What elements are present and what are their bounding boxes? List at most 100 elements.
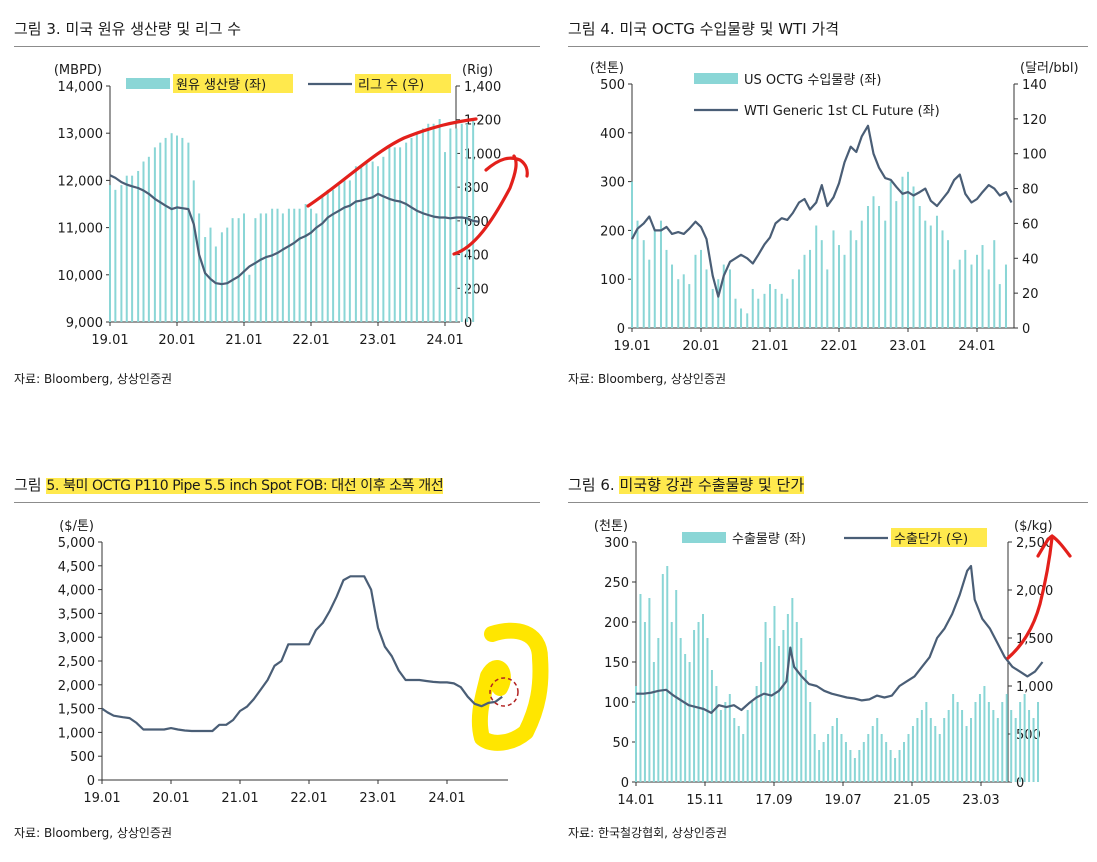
y-tick-label-right: 80 xyxy=(1022,183,1039,198)
bar xyxy=(449,128,452,322)
bar xyxy=(147,156,150,322)
y-tick-label-right: 2,000 xyxy=(1016,584,1053,599)
bar xyxy=(981,245,984,328)
bar xyxy=(964,249,967,328)
x-tick-label: 21.01 xyxy=(221,791,258,806)
bar xyxy=(813,734,816,782)
y-tick-label-left: 1,500 xyxy=(58,703,95,718)
bar xyxy=(947,710,950,782)
bar xyxy=(220,232,223,322)
bar xyxy=(271,208,274,322)
bar xyxy=(237,218,240,322)
bar xyxy=(970,264,973,328)
annotation-yellow-mark xyxy=(471,622,549,751)
figure-title: 미국향 강관 수출물량 및 단가 xyxy=(619,476,805,494)
bar xyxy=(885,742,888,782)
y-tick-label-right: 1,400 xyxy=(464,80,501,95)
bar xyxy=(782,630,785,782)
bar xyxy=(746,710,749,782)
bar xyxy=(935,215,938,328)
y-tick-label-left: 3,000 xyxy=(58,631,95,646)
bar xyxy=(310,208,312,322)
y-tick-label-left: 100 xyxy=(600,273,625,288)
bar xyxy=(1001,702,1004,782)
bar xyxy=(791,279,794,328)
bar xyxy=(844,742,847,782)
bar xyxy=(889,181,892,328)
source-note: 자료: 한국철강협회, 상상인증권 xyxy=(568,826,728,840)
bar xyxy=(728,694,731,782)
bar xyxy=(204,237,207,322)
panel-crude-production: 그림 3. 미국 원유 생산량 및 리그 수 14,000 13,000 12,00… xyxy=(14,16,540,396)
y-tick-label-left: 500 xyxy=(70,750,95,765)
figure-number: 그림 6. xyxy=(568,476,615,494)
bar xyxy=(377,166,379,322)
annotation-red-arrow xyxy=(1006,534,1072,660)
bar xyxy=(226,227,229,322)
y-tick-label-left: 14,000 xyxy=(58,80,104,95)
x-tick-label: 22.01 xyxy=(820,339,857,354)
x-tick-label: 23.03 xyxy=(962,793,999,808)
chart-crude-rig: 14,000 13,000 12,000 11,000 10,000 9,000 1,400… xyxy=(54,63,529,348)
bar xyxy=(943,718,946,782)
bar xyxy=(643,622,646,782)
y-unit-right: (Rig) xyxy=(462,63,493,78)
bar xyxy=(365,161,368,322)
legend-label: 원유 생산량 (좌) xyxy=(176,78,266,93)
bar xyxy=(1037,702,1040,782)
bar xyxy=(965,726,968,782)
bar xyxy=(958,259,961,328)
bar xyxy=(838,245,840,328)
bar xyxy=(961,710,964,782)
bar xyxy=(836,718,839,782)
bar xyxy=(1005,694,1008,782)
y-tick-label-left: 50 xyxy=(612,736,629,751)
bar xyxy=(432,123,435,322)
bar xyxy=(688,662,691,782)
y-tick-label-left: 12,000 xyxy=(58,174,104,189)
y-tick-label-left: 2,500 xyxy=(58,655,95,670)
bar xyxy=(822,742,825,782)
bar xyxy=(800,638,803,782)
y-tick-label-left: 4,500 xyxy=(58,560,95,575)
title-divider xyxy=(568,46,1088,47)
x-tick-label: 21.01 xyxy=(225,333,262,348)
x-tick-label: 23.01 xyxy=(359,333,396,348)
bar xyxy=(1023,694,1026,782)
bar xyxy=(757,298,760,328)
bar xyxy=(399,147,402,322)
y-tick-label-left: 3,500 xyxy=(58,607,95,622)
bar xyxy=(929,225,932,328)
bar xyxy=(405,142,408,322)
y-tick-label-left: 5,000 xyxy=(58,536,95,551)
x-tick-label: 20.01 xyxy=(152,791,189,806)
bar xyxy=(898,750,901,782)
y-tick-label-left: 1,000 xyxy=(58,726,95,741)
bar xyxy=(826,269,829,328)
legend-highlight xyxy=(891,528,987,547)
bar xyxy=(855,240,858,328)
bar xyxy=(894,758,897,782)
y-tick-label-left: 300 xyxy=(604,536,629,551)
bar xyxy=(657,638,660,782)
bar xyxy=(918,206,921,328)
bar xyxy=(315,213,318,322)
bar xyxy=(978,694,981,782)
bar xyxy=(895,201,898,328)
bar xyxy=(388,147,391,322)
bar xyxy=(733,718,736,782)
y-tick-label-right: 200 xyxy=(464,282,489,297)
bar xyxy=(832,230,835,328)
bar xyxy=(677,279,680,328)
bar xyxy=(298,208,301,322)
legend-label: 수출단가 (우) xyxy=(894,532,968,547)
bar xyxy=(671,264,674,328)
bar xyxy=(137,170,140,322)
bar xyxy=(983,686,986,782)
bar xyxy=(791,598,794,782)
bar xyxy=(996,718,999,782)
x-tick-label: 17.09 xyxy=(755,793,792,808)
title-divider xyxy=(14,46,540,47)
x-tick-label: 24.01 xyxy=(426,333,463,348)
bar xyxy=(694,254,697,328)
